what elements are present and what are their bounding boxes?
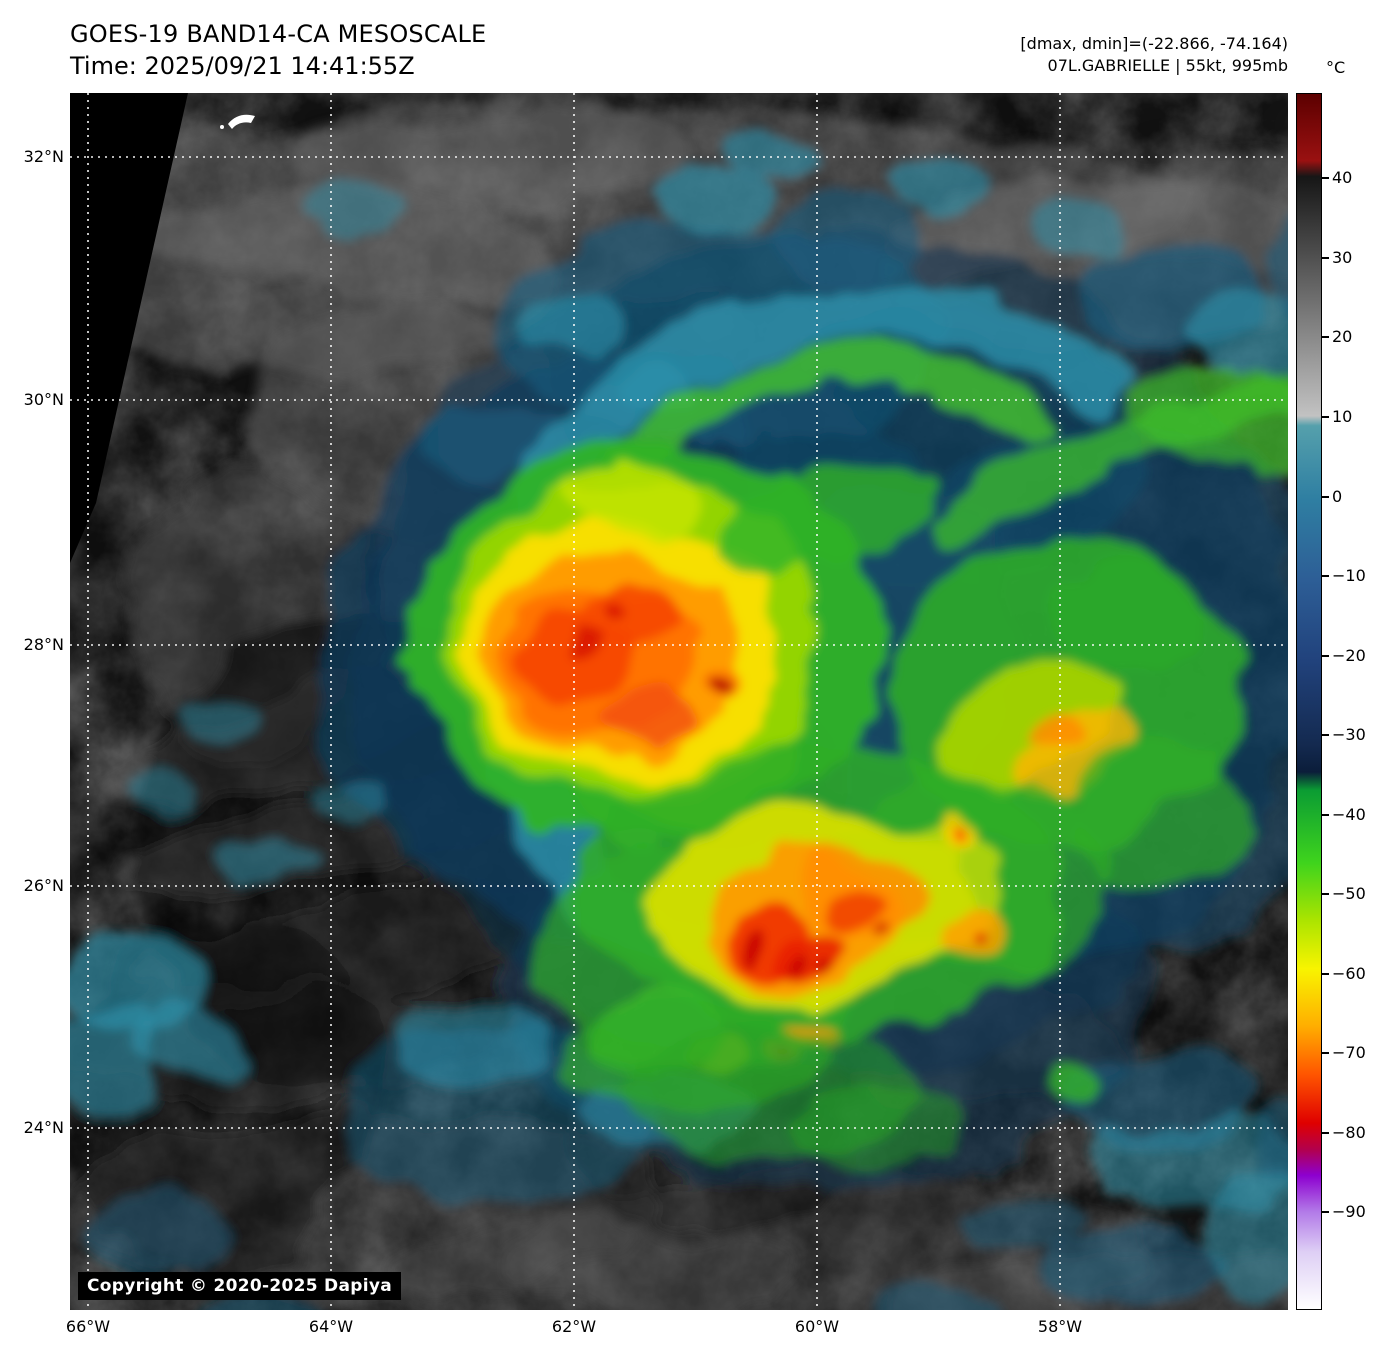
colorbar-tick-label: 10 [1322,407,1378,427]
lat-axis-label: 32°N [23,147,64,166]
colorbar-tick-label: −10 [1322,566,1378,586]
lat-axis-label: 30°N [23,390,64,409]
figure-time: Time: 2025/09/21 14:41:55Z [70,52,415,80]
island-dot [220,125,224,129]
data-range-label: [dmax, dmin]=(-22.866, -74.164) [1020,34,1288,53]
colorbar-tick-label: −60 [1322,964,1378,984]
colorbar-tick-label: −20 [1322,646,1378,666]
figure-title: GOES-19 BAND14-CA MESOSCALE [70,20,487,48]
lon-axis-label: 60°W [794,1317,840,1336]
grid-lines [70,93,1288,1310]
colorbar-gradient [1297,94,1321,1309]
colorbar-tick-label: −50 [1322,884,1378,904]
colorbar-tick-label: −90 [1322,1202,1378,1222]
cloud-field [70,93,1288,1310]
colorbar-tick-label: 0 [1322,487,1378,507]
colorbar-tick-label: −30 [1322,725,1378,745]
colorbar-tick-label: −80 [1322,1123,1378,1143]
lat-axis-label: 28°N [23,635,64,654]
lon-axis-label: 64°W [308,1317,354,1336]
island-marker [228,114,255,129]
scan-edge [70,93,188,563]
colorbar-tick-label: 30 [1322,248,1378,268]
satellite-plot: Copyright © 2020-2025 Dapiya [70,93,1288,1310]
colorbar-tick-label: 40 [1322,168,1378,188]
storm-info-label: 07L.GABRIELLE | 55kt, 995mb [1047,56,1288,75]
copyright-badge: Copyright © 2020-2025 Dapiya [78,1272,401,1300]
lat-axis-label: 26°N [23,876,64,895]
lat-axis-label: 24°N [23,1118,64,1137]
satellite-image [70,93,1288,1310]
colorbar [1296,93,1322,1310]
lon-axis-label: 62°W [551,1317,597,1336]
lon-axis-label: 58°W [1037,1317,1083,1336]
lon-axis-label: 66°W [65,1317,111,1336]
colorbar-tick-label: 20 [1322,327,1378,347]
colorbar-tick-label: −70 [1322,1043,1378,1063]
colorbar-tick-label: −40 [1322,805,1378,825]
colorbar-unit: °C [1326,58,1346,77]
